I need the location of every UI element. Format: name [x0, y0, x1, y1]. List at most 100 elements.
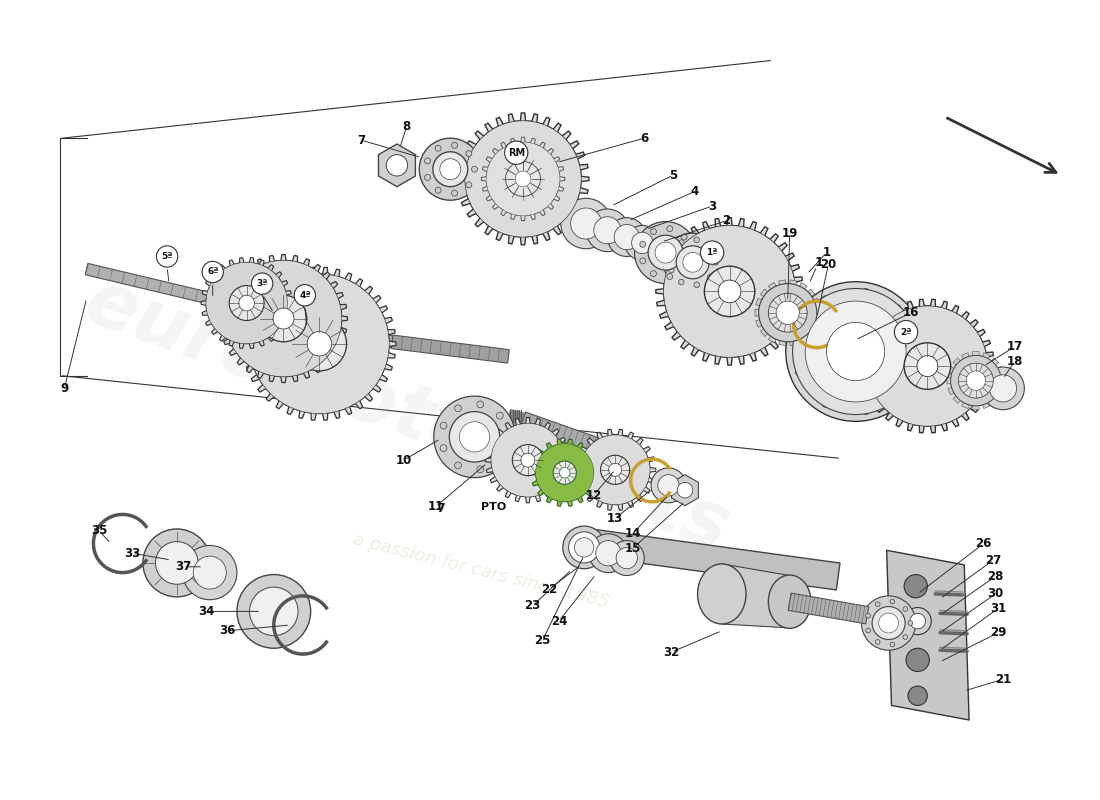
Circle shape — [614, 225, 639, 250]
Circle shape — [486, 142, 560, 216]
Polygon shape — [860, 299, 994, 433]
Polygon shape — [789, 593, 869, 624]
Circle shape — [759, 284, 817, 342]
Circle shape — [505, 141, 528, 164]
Circle shape — [876, 639, 880, 644]
Circle shape — [250, 274, 389, 414]
Circle shape — [917, 355, 938, 377]
Circle shape — [472, 166, 477, 172]
Circle shape — [981, 367, 1024, 410]
Circle shape — [194, 556, 227, 589]
Circle shape — [609, 541, 645, 575]
Circle shape — [206, 262, 287, 344]
Circle shape — [669, 252, 674, 258]
Circle shape — [425, 174, 430, 181]
Circle shape — [143, 529, 211, 597]
Circle shape — [635, 222, 696, 284]
Circle shape — [903, 634, 907, 639]
Circle shape — [966, 371, 986, 390]
Circle shape — [793, 289, 918, 414]
Circle shape — [669, 267, 674, 273]
Circle shape — [904, 574, 927, 598]
Circle shape — [460, 422, 490, 452]
Text: PTO: PTO — [482, 502, 506, 512]
Text: 30: 30 — [987, 587, 1003, 601]
Circle shape — [252, 273, 273, 294]
Circle shape — [307, 331, 331, 356]
Circle shape — [155, 542, 198, 584]
Circle shape — [866, 614, 870, 618]
Text: 21: 21 — [994, 673, 1011, 686]
Text: 27: 27 — [986, 554, 1001, 566]
Circle shape — [465, 121, 581, 237]
Circle shape — [502, 158, 544, 200]
Text: 37: 37 — [176, 560, 191, 574]
Polygon shape — [531, 439, 598, 506]
Circle shape — [608, 463, 622, 476]
Ellipse shape — [697, 564, 746, 624]
Circle shape — [563, 526, 605, 569]
Circle shape — [616, 547, 637, 569]
Text: 3ª: 3ª — [256, 279, 267, 288]
Circle shape — [679, 279, 684, 285]
Circle shape — [950, 355, 1001, 406]
Circle shape — [440, 422, 447, 429]
Polygon shape — [574, 527, 840, 590]
Circle shape — [449, 412, 499, 462]
Text: 9: 9 — [60, 382, 68, 395]
Circle shape — [440, 445, 447, 451]
Text: 26: 26 — [976, 537, 992, 550]
Text: 11: 11 — [428, 500, 444, 513]
Circle shape — [663, 226, 795, 358]
Circle shape — [229, 286, 264, 321]
Circle shape — [261, 295, 307, 342]
Circle shape — [769, 294, 807, 332]
Circle shape — [777, 301, 800, 324]
Circle shape — [466, 150, 472, 157]
Circle shape — [650, 270, 657, 277]
Text: 1: 1 — [814, 256, 823, 269]
Circle shape — [795, 367, 805, 377]
Circle shape — [679, 240, 684, 246]
Circle shape — [496, 412, 503, 419]
Circle shape — [648, 235, 683, 270]
Circle shape — [293, 317, 346, 371]
Circle shape — [795, 326, 805, 336]
Circle shape — [694, 237, 700, 242]
Circle shape — [910, 614, 925, 629]
Circle shape — [273, 308, 294, 329]
Circle shape — [686, 250, 693, 255]
Polygon shape — [671, 474, 698, 506]
Text: 35: 35 — [91, 525, 108, 538]
Circle shape — [386, 154, 408, 176]
Circle shape — [681, 265, 688, 271]
Text: 1: 1 — [823, 246, 830, 259]
Circle shape — [807, 303, 904, 400]
Circle shape — [896, 309, 905, 318]
Text: 19: 19 — [781, 226, 798, 240]
Text: 5: 5 — [669, 169, 678, 182]
Text: 24: 24 — [551, 614, 568, 627]
Circle shape — [879, 613, 899, 633]
Polygon shape — [656, 218, 803, 365]
Text: 22: 22 — [541, 582, 558, 595]
Circle shape — [651, 468, 686, 502]
Polygon shape — [485, 418, 571, 502]
Text: 34: 34 — [198, 605, 214, 618]
Circle shape — [667, 226, 673, 232]
Text: 14: 14 — [625, 527, 641, 540]
Circle shape — [822, 295, 830, 305]
Circle shape — [785, 282, 925, 422]
Circle shape — [667, 274, 673, 279]
Circle shape — [513, 445, 543, 476]
Circle shape — [425, 158, 430, 164]
Polygon shape — [458, 113, 588, 245]
Text: 31: 31 — [990, 602, 1006, 615]
Circle shape — [909, 621, 913, 626]
Circle shape — [594, 217, 621, 244]
Circle shape — [876, 602, 880, 606]
Circle shape — [658, 474, 679, 496]
Polygon shape — [201, 258, 293, 349]
Circle shape — [569, 532, 600, 563]
Text: 4: 4 — [691, 185, 698, 198]
